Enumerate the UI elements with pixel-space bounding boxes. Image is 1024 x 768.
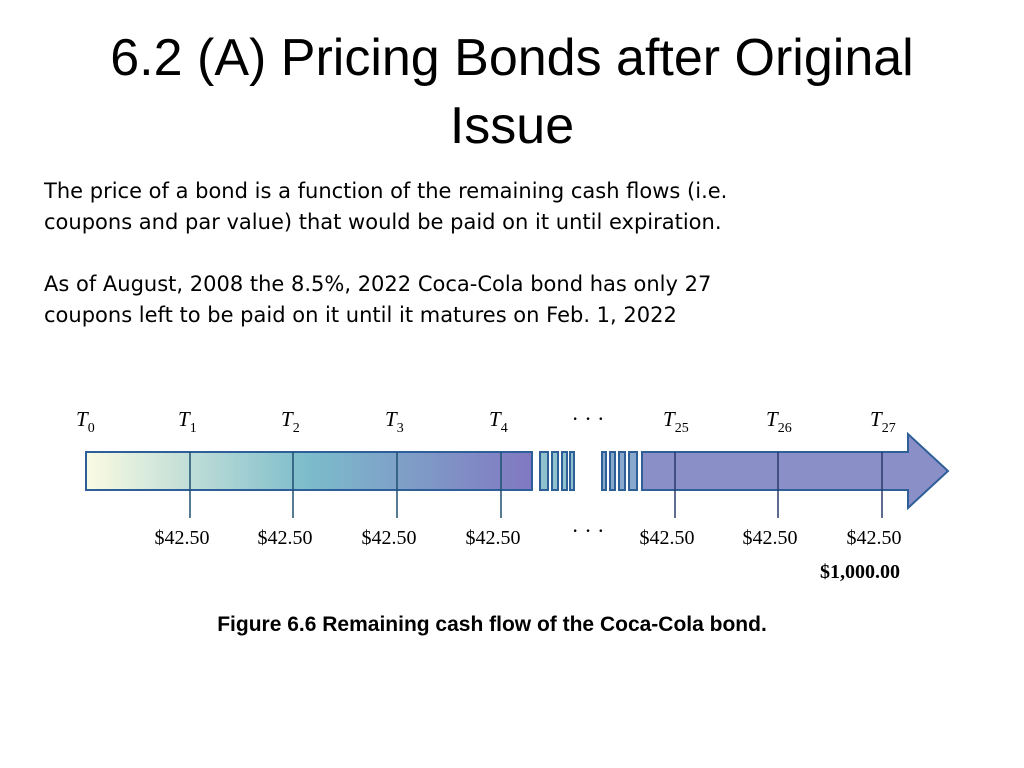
period-label-T1: T1 (178, 407, 197, 436)
paragraph-2: As of August, 2008 the 8.5%, 2022 Coca-C… (44, 269, 1004, 331)
cash-flow-timeline: T0 T1 T2 T3 T4 T25 T26 T27 $42.50 $42.50 $42.50 $4… (76, 406, 950, 583)
cash-flow-T26: $42.50 (743, 527, 798, 549)
body-text: The price of a bond is a function of the… (44, 176, 1004, 331)
slide-title: 6.2 (A) Pricing Bonds after Original Iss… (0, 24, 1024, 160)
cash-flow-T2: $42.50 (258, 527, 313, 549)
bar-break-left (539, 451, 575, 491)
period-label-T27: T27 (870, 407, 896, 436)
bar-left-segment (85, 451, 533, 491)
cash-flow-T3: $42.50 (362, 527, 417, 549)
cash-flow-T1: $42.50 (155, 527, 210, 549)
paragraph-2-line-1: As of August, 2008 the 8.5%, 2022 Coca-C… (44, 272, 712, 296)
title-line-1: 6.2 (A) Pricing Bonds after Original (110, 29, 914, 87)
figure-caption: Figure 6.6 Remaining cash flow of the Co… (217, 613, 767, 636)
period-label-T25: T25 (663, 407, 689, 436)
ellipsis-bottom: · · · (572, 518, 605, 543)
par-value-label: $1,000.00 (820, 561, 900, 583)
cash-flow-T27: $42.50 (847, 527, 902, 549)
cash-flow-T25: $42.50 (640, 527, 695, 549)
paragraph-2-line-2: coupons left to be paid on it until it m… (44, 303, 677, 327)
period-label-T26: T26 (766, 407, 792, 436)
bar-break-right (601, 451, 638, 491)
period-label-T4: T4 (489, 407, 508, 436)
period-ticks (189, 452, 883, 518)
paragraph-1-line-1: The price of a bond is a function of the… (44, 179, 728, 203)
timeline-bar (85, 431, 950, 511)
period-label-T2: T2 (281, 407, 300, 436)
paragraph-1: The price of a bond is a function of the… (44, 176, 1004, 238)
bar-right-arrow (641, 431, 950, 511)
period-label-T3: T3 (385, 407, 404, 436)
period-label-T0: T0 (76, 407, 95, 436)
paragraph-1-line-2: coupons and par value) that would be pai… (44, 210, 722, 234)
ellipsis-top: · · · (572, 406, 605, 431)
cash-flow-T4: $42.50 (466, 527, 521, 549)
title-line-2: Issue (449, 97, 575, 155)
period-labels: T0 T1 T2 T3 T4 T25 T26 T27 (76, 407, 896, 436)
cash-flow-labels: $42.50 $42.50 $42.50 $42.50 $42.50 $42.50 $42.… (155, 527, 902, 549)
